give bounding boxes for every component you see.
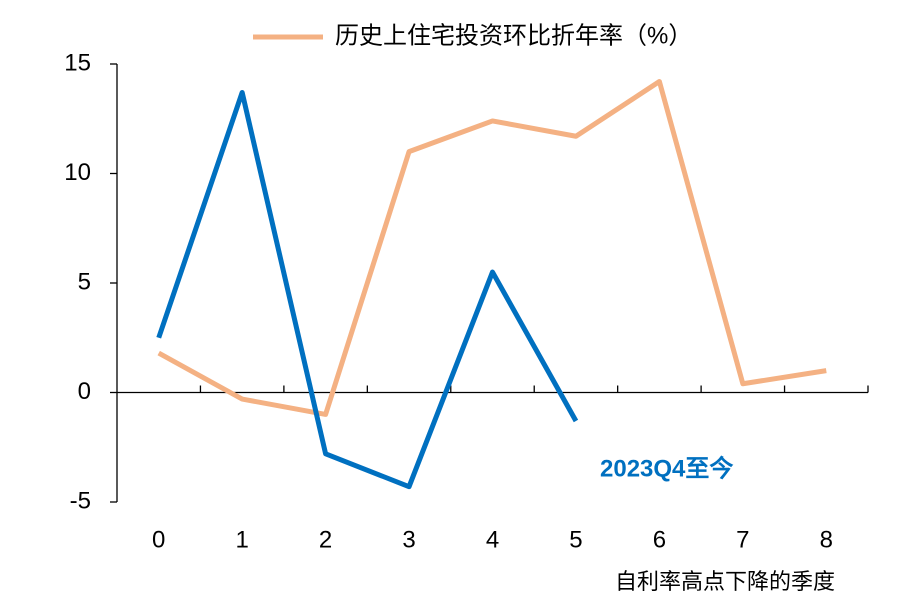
x-tick-label: 6 xyxy=(653,526,666,553)
x-tick-label: 8 xyxy=(820,526,833,553)
x-tick-label: 2 xyxy=(319,526,332,553)
y-tick-label: 15 xyxy=(64,49,91,76)
y-tick-label: 5 xyxy=(78,268,91,295)
x-axis-label: 自利率高点下降的季度 xyxy=(615,569,835,594)
x-tick-label: 3 xyxy=(402,526,415,553)
x-tick-label: 1 xyxy=(235,526,248,553)
legend-label: 历史上住宅投资环比折年率（%） xyxy=(335,22,692,49)
x-tick-label: 7 xyxy=(736,526,749,553)
y-tick-label: 0 xyxy=(78,378,91,405)
x-tick-label: 5 xyxy=(569,526,582,553)
line-series xyxy=(156,89,579,490)
series-annotation: 2023Q4至今 xyxy=(600,454,733,482)
x-tick-label: 0 xyxy=(152,526,165,553)
line-series xyxy=(157,79,827,417)
y-tick-label: -5 xyxy=(70,487,91,514)
x-tick-label: 4 xyxy=(486,526,499,553)
y-tick-label: 10 xyxy=(64,159,91,186)
